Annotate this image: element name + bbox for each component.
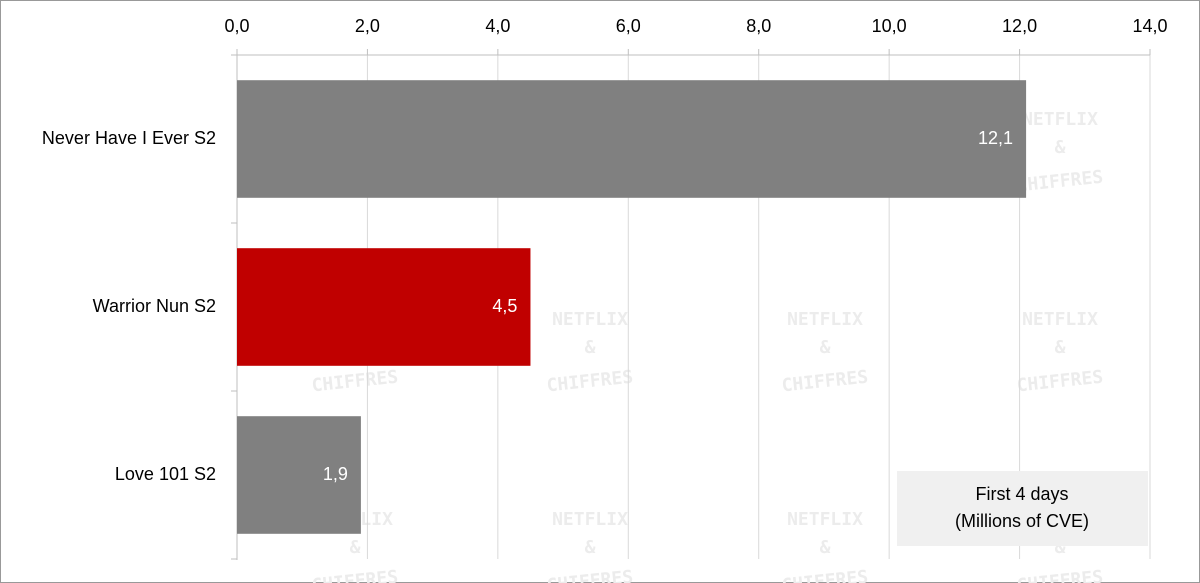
annotation-box bbox=[897, 471, 1148, 546]
watermark: & bbox=[820, 337, 831, 358]
annotation: (Millions of CVE) bbox=[955, 511, 1089, 531]
x-tick-label: 6,0 bbox=[616, 16, 641, 36]
watermark: NETFLIX bbox=[552, 309, 628, 330]
value-label: 4,5 bbox=[492, 296, 517, 316]
watermark: & bbox=[350, 537, 361, 558]
watermark: & bbox=[1055, 137, 1066, 158]
watermark: NETFLIX bbox=[787, 309, 863, 330]
bar bbox=[237, 416, 361, 534]
x-tick-label: 10,0 bbox=[872, 16, 907, 36]
watermark: & bbox=[585, 537, 596, 558]
x-tick-label: 14,0 bbox=[1132, 16, 1167, 36]
watermark: & bbox=[1055, 337, 1066, 358]
x-tick-label: 2,0 bbox=[355, 16, 380, 36]
category-label: Never Have I Ever S2 bbox=[42, 128, 216, 148]
category-label: Love 101 S2 bbox=[115, 464, 216, 484]
bar bbox=[237, 80, 1027, 198]
annotation: First 4 days bbox=[975, 484, 1068, 504]
x-tick-label: 0,0 bbox=[224, 16, 249, 36]
bar bbox=[237, 248, 531, 366]
watermark: NETFLIX bbox=[787, 509, 863, 530]
watermark: NETFLIX bbox=[1022, 309, 1098, 330]
watermark: & bbox=[585, 337, 596, 358]
watermark: NETFLIX bbox=[1022, 109, 1098, 130]
value-label: 12,1 bbox=[978, 128, 1013, 148]
watermark: & bbox=[1055, 537, 1066, 558]
watermark: NETFLIX bbox=[552, 509, 628, 530]
x-tick-label: 4,0 bbox=[485, 16, 510, 36]
value-label: 1,9 bbox=[323, 464, 348, 484]
x-tick-label: 12,0 bbox=[1002, 16, 1037, 36]
category-label: Warrior Nun S2 bbox=[93, 296, 216, 316]
x-tick-label: 8,0 bbox=[746, 16, 771, 36]
watermark: & bbox=[820, 537, 831, 558]
